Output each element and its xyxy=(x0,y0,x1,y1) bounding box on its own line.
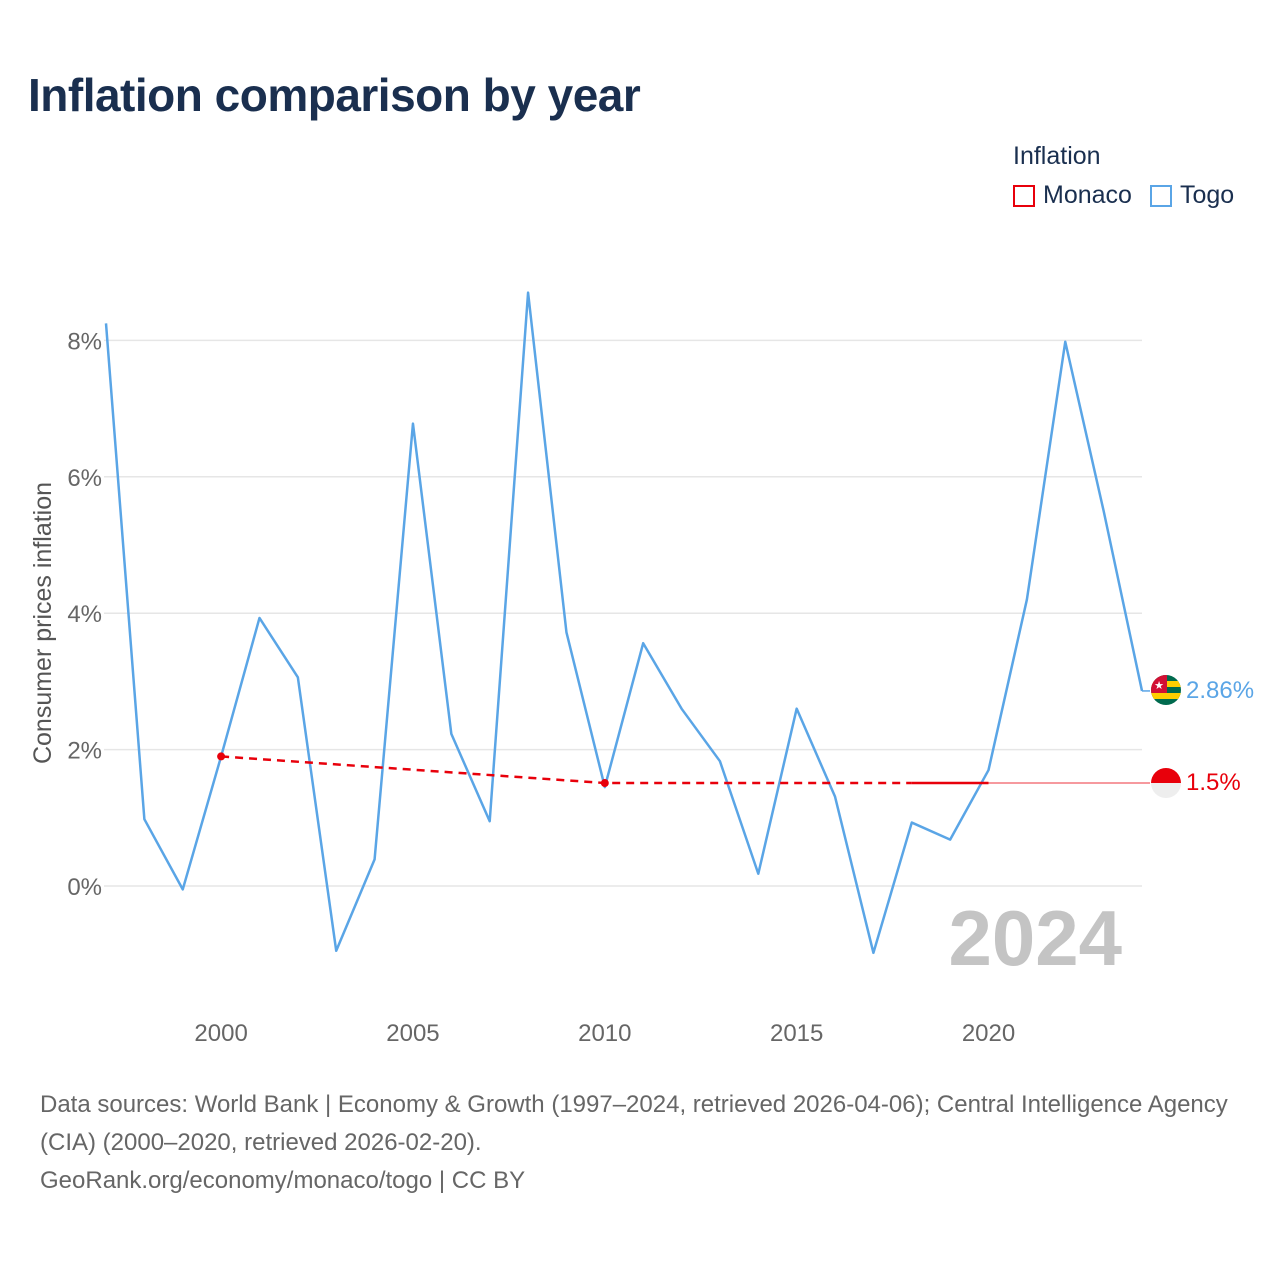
x-tick-label: 2005 xyxy=(386,1020,439,1047)
monaco-data-point xyxy=(217,752,226,761)
y-tick-label: 4% xyxy=(67,601,102,628)
series-lines xyxy=(104,291,1150,955)
legend-swatch-togo xyxy=(1149,184,1172,207)
line-chart: 0% 2% 4% 6% 8% 2000 2005 2010 2015 2020 Consumer… xyxy=(29,291,1254,1047)
y-tick-label: 0% xyxy=(67,874,102,901)
x-tick-label: 2015 xyxy=(770,1020,823,1047)
legend-item-togo[interactable]: Togo xyxy=(1149,181,1235,210)
data-sources-text: Data sources: World Bank | Economy & Gro… xyxy=(40,1091,1228,1156)
footer: Data sources: World Bank | Economy & Gro… xyxy=(40,1086,1240,1200)
y-axis-label: Consumer prices inflation xyxy=(29,482,57,764)
credit-text: GeoRank.org/economy/monaco/togo | CC BY xyxy=(40,1167,526,1194)
series-line-monaco-dashed xyxy=(221,755,912,785)
x-axis-ticks: 2000 2005 2010 2015 2020 xyxy=(194,1020,1015,1047)
legend-label-monaco: Monaco xyxy=(1043,181,1132,209)
series-line-togo xyxy=(104,291,1144,955)
legend-swatch-monaco xyxy=(1013,184,1035,207)
y-axis-ticks: 0% 2% 4% 6% 8% xyxy=(67,328,102,901)
monaco-end-value-label: 1.5% xyxy=(1186,769,1241,796)
monaco-data-point xyxy=(600,779,609,788)
legend-title: Inflation xyxy=(1013,142,1101,170)
x-tick-label: 2000 xyxy=(194,1020,247,1047)
svg-text:★: ★ xyxy=(1154,679,1164,692)
monaco-flag-icon xyxy=(1151,768,1181,798)
togo-end-value-label: 2.86% xyxy=(1186,677,1254,704)
x-tick-label: 2010 xyxy=(578,1020,631,1047)
legend-items: Monaco Togo xyxy=(1013,181,1234,210)
y-tick-label: 2% xyxy=(67,738,102,765)
gridlines xyxy=(104,339,1142,887)
x-tick-label: 2020 xyxy=(962,1020,1015,1047)
year-watermark: 2024 xyxy=(948,894,1122,982)
y-tick-label: 6% xyxy=(67,465,102,492)
legend-label-togo: Togo xyxy=(1179,181,1235,209)
legend: Inflation Monaco Togo xyxy=(1013,142,1234,210)
togo-flag-icon: ★ xyxy=(1151,675,1181,705)
legend-item-monaco[interactable]: Monaco xyxy=(1013,181,1132,210)
chart-title: Inflation comparison by year xyxy=(28,69,641,121)
y-tick-label: 8% xyxy=(67,328,102,355)
